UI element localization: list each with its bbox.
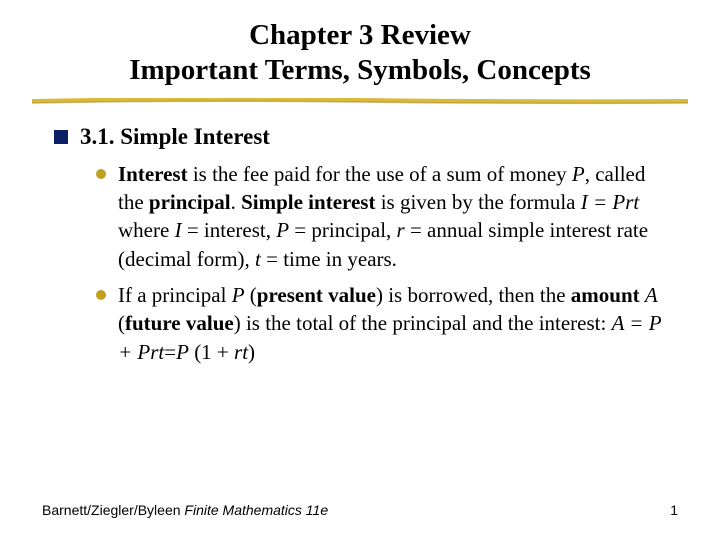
section-title-text: 3.1. Simple Interest (80, 124, 270, 150)
dot-bullet-icon (96, 169, 106, 179)
content-area: 3.1. Simple Interest Interest is the fee… (0, 106, 720, 366)
footer-authors: Barnett/Ziegler/Byleen (42, 502, 181, 518)
dot-bullet-icon (96, 290, 106, 300)
footer-title: Finite Mathematics 11e (184, 502, 328, 518)
slide-title: Chapter 3 Review Important Terms, Symbol… (0, 0, 720, 88)
section-heading: 3.1. Simple Interest (54, 124, 666, 150)
footer: Barnett/Ziegler/Byleen Finite Mathematic… (42, 502, 678, 518)
list-item-text: If a principal P (present value) is borr… (118, 281, 666, 366)
list-item: Interest is the fee paid for the use of … (96, 160, 666, 273)
bullets-container: Interest is the fee paid for the use of … (54, 160, 666, 366)
square-bullet-icon (54, 130, 68, 144)
list-item: If a principal P (present value) is borr… (96, 281, 666, 366)
title-line-1: Chapter 3 Review (0, 18, 720, 53)
title-line-2: Important Terms, Symbols, Concepts (0, 53, 720, 88)
list-item-text: Interest is the fee paid for the use of … (118, 160, 666, 273)
footer-page-number: 1 (670, 502, 678, 518)
footer-source: Barnett/Ziegler/Byleen Finite Mathematic… (42, 502, 328, 518)
title-divider (32, 98, 688, 106)
